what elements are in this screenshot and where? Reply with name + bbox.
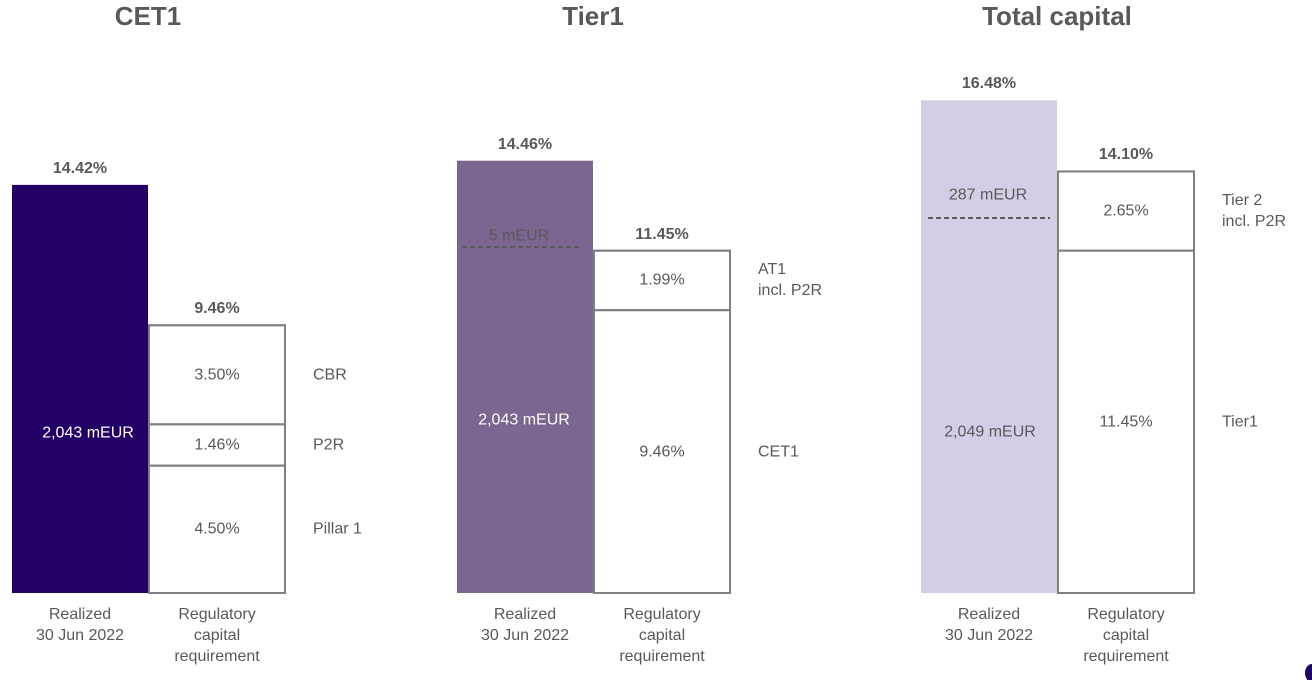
segment-value-label: 1.99%	[639, 271, 685, 289]
value-label: 11.45%	[635, 225, 689, 243]
chart-title: CET1	[114, 1, 182, 31]
x-tick-label: Regulatory capital requirement	[619, 606, 705, 665]
annotation: 2,043 mEUR	[42, 424, 134, 442]
x-tick-label: Realized 30 Jun 2022	[35, 606, 125, 644]
segment-value-label: 11.45%	[1099, 413, 1153, 431]
segment-name: Tier1	[1222, 413, 1258, 431]
chart-title: Tier1	[562, 1, 624, 31]
chart-title: Total capital	[982, 1, 1132, 31]
segment-name: AT1 incl. P2R	[758, 261, 823, 300]
bar	[457, 160, 593, 593]
segment-value-label: 3.50%	[194, 366, 240, 384]
segment-value-label: 4.50%	[194, 520, 240, 538]
annotation: 2,049 mEUR	[944, 423, 1036, 441]
segment-value-label: 9.46%	[639, 443, 685, 461]
value-label: 14.42%	[52, 159, 108, 177]
annotation: 5 mEUR	[488, 227, 550, 245]
segment	[593, 249, 731, 312]
annotation: 2,043 mEUR	[478, 411, 570, 429]
x-tick-label: Regulatory capital requirement	[174, 606, 260, 665]
segment-value-label: 1.46%	[194, 436, 240, 454]
bar	[12, 184, 148, 593]
requirement-outline	[1057, 170, 1195, 594]
segment-value-label: 2.65%	[1103, 202, 1149, 220]
segment-name: CET1	[758, 443, 799, 461]
x-tick-label: Realized 30 Jun 2022	[944, 606, 1034, 644]
value-label: 9.46%	[194, 300, 240, 318]
annotation: 287 mEUR	[948, 186, 1028, 204]
segment-name: Pillar 1	[313, 520, 362, 538]
x-tick-label: Regulatory capital requirement	[1083, 606, 1169, 665]
decoration	[1305, 664, 1312, 680]
x-tick-label: Realized 30 Jun 2022	[480, 606, 570, 644]
value-label: 16.48%	[961, 75, 1017, 93]
segment	[148, 324, 286, 426]
segment-name: P2R	[313, 436, 345, 454]
bar	[921, 100, 1057, 594]
segment-name: CBR	[313, 366, 347, 384]
value-label: 14.46%	[497, 135, 553, 153]
value-label: 14.10%	[1098, 146, 1154, 164]
segment-name: Tier 2 incl. P2R	[1222, 192, 1287, 231]
requirement-outline	[593, 249, 731, 594]
segment	[1057, 170, 1195, 252]
